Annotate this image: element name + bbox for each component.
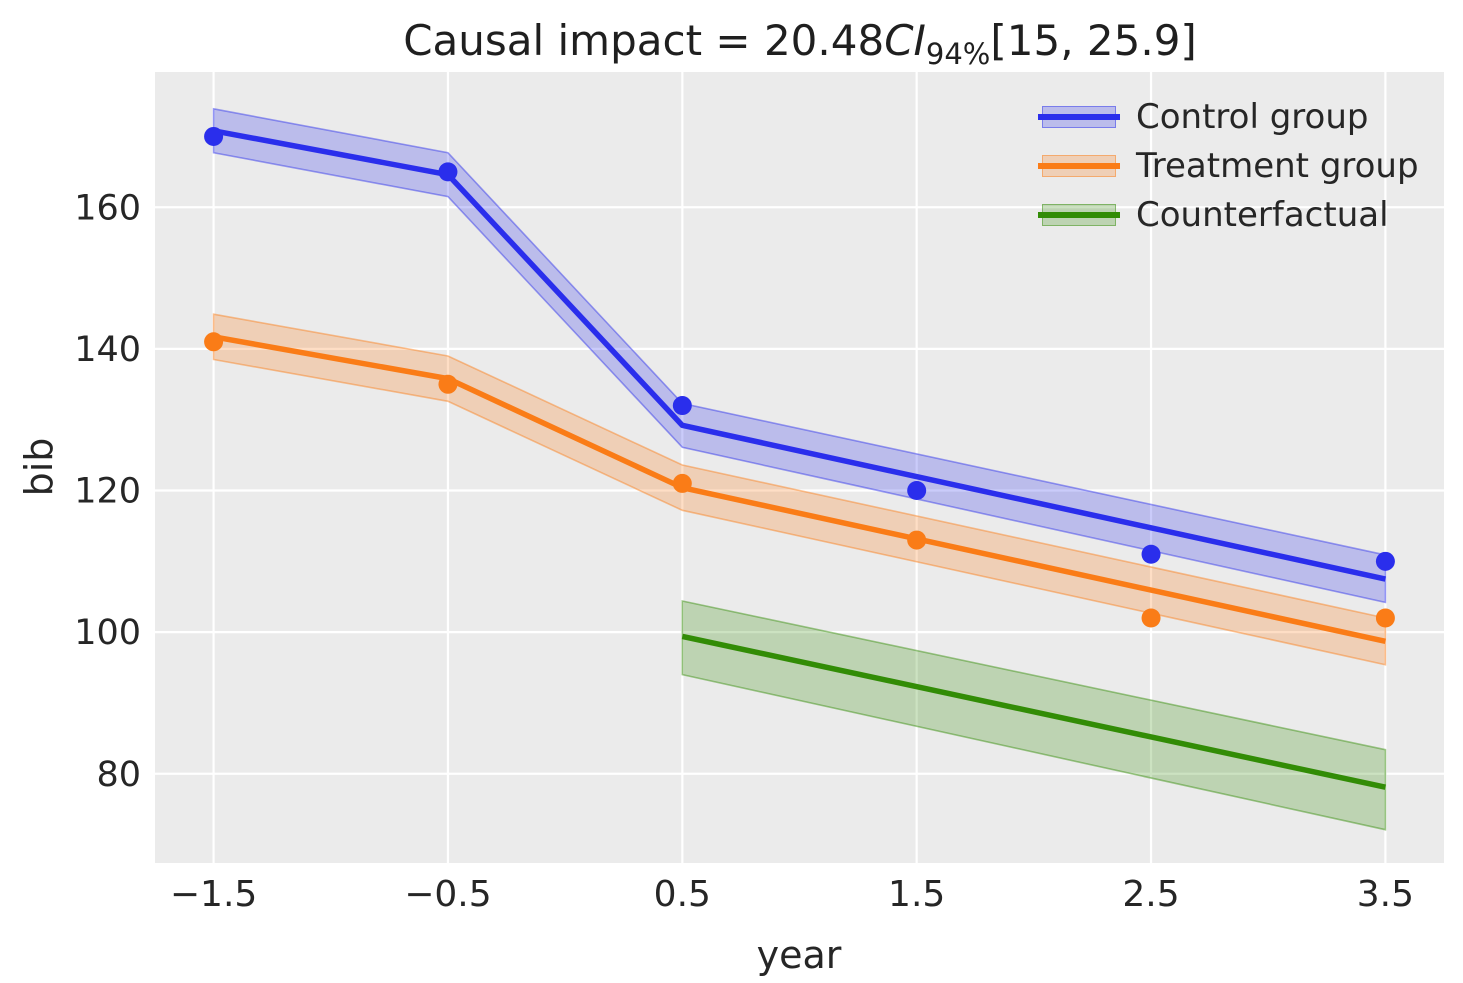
counterfactual-swatch <box>1038 203 1120 226</box>
plot-background <box>155 72 1444 863</box>
control-group-point <box>1375 551 1395 571</box>
title-ci-subscript: 94% <box>926 37 990 71</box>
control-group-line <box>213 128 1386 582</box>
treatment-group-point <box>672 473 692 493</box>
legend-item-control-group: Control group <box>1038 92 1419 141</box>
x-tick-label: 2.5 <box>1122 874 1179 915</box>
control-group-point <box>907 481 927 501</box>
control-group-point <box>438 162 458 182</box>
plot-layer: −1.5 −0.5 0.5 1.5 2.5 3.5 80 100 120 140 160 <box>74 72 1444 915</box>
counterfactual-line-swatch <box>1038 211 1120 218</box>
control-group-point <box>1141 544 1161 564</box>
legend: Control group Treatment group Counterfac… <box>1038 92 1419 239</box>
control-group-point <box>672 396 692 416</box>
treatment-group-point <box>1375 608 1395 628</box>
control-group-point <box>204 126 224 146</box>
counterfactual-confidence-band <box>681 599 1387 831</box>
control-group-swatch <box>1038 105 1120 128</box>
title-interval: [15, 25.9] <box>990 16 1196 65</box>
x-tick-label: −1.5 <box>170 874 257 915</box>
treatment-group-swatch <box>1038 154 1120 177</box>
treatment-group-point <box>1141 608 1161 628</box>
y-tick-label: 80 <box>96 755 141 795</box>
y-tick-label: 140 <box>74 330 141 370</box>
x-tick-label: 3.5 <box>1357 874 1414 915</box>
treatment-group-point <box>438 374 458 394</box>
x-tick-label: 1.5 <box>888 874 945 915</box>
legend-item-counterfactual: Counterfactual <box>1038 190 1419 239</box>
x-tick-label: 0.5 <box>654 874 711 915</box>
treatment-group-point <box>907 530 927 550</box>
legend-label-counterfactual: Counterfactual <box>1136 194 1389 235</box>
y-tick-label: 100 <box>74 613 141 653</box>
counterfactual-line <box>681 633 1386 790</box>
y-axis-label: bib <box>17 438 61 497</box>
x-axis-label: year <box>757 933 842 977</box>
treatment-group-point <box>204 332 224 352</box>
x-tick-label: −0.5 <box>404 874 491 915</box>
treatment-group-line-swatch <box>1038 162 1120 169</box>
title-prefix: Causal impact = 20.48 <box>403 16 884 65</box>
treatment-group-line <box>213 334 1386 645</box>
control-group-line-swatch <box>1038 113 1120 120</box>
chart-title: Causal impact = 20.48CI94%[15, 25.9] <box>403 16 1197 71</box>
control-group-confidence-band <box>212 107 1387 604</box>
title-ci: CI <box>884 16 926 65</box>
y-tick-label: 160 <box>74 188 141 228</box>
y-tick-label: 120 <box>74 472 141 512</box>
legend-label-control-group: Control group <box>1136 96 1369 137</box>
legend-item-treatment-group: Treatment group <box>1038 141 1419 190</box>
legend-label-treatment-group: Treatment group <box>1136 145 1419 186</box>
